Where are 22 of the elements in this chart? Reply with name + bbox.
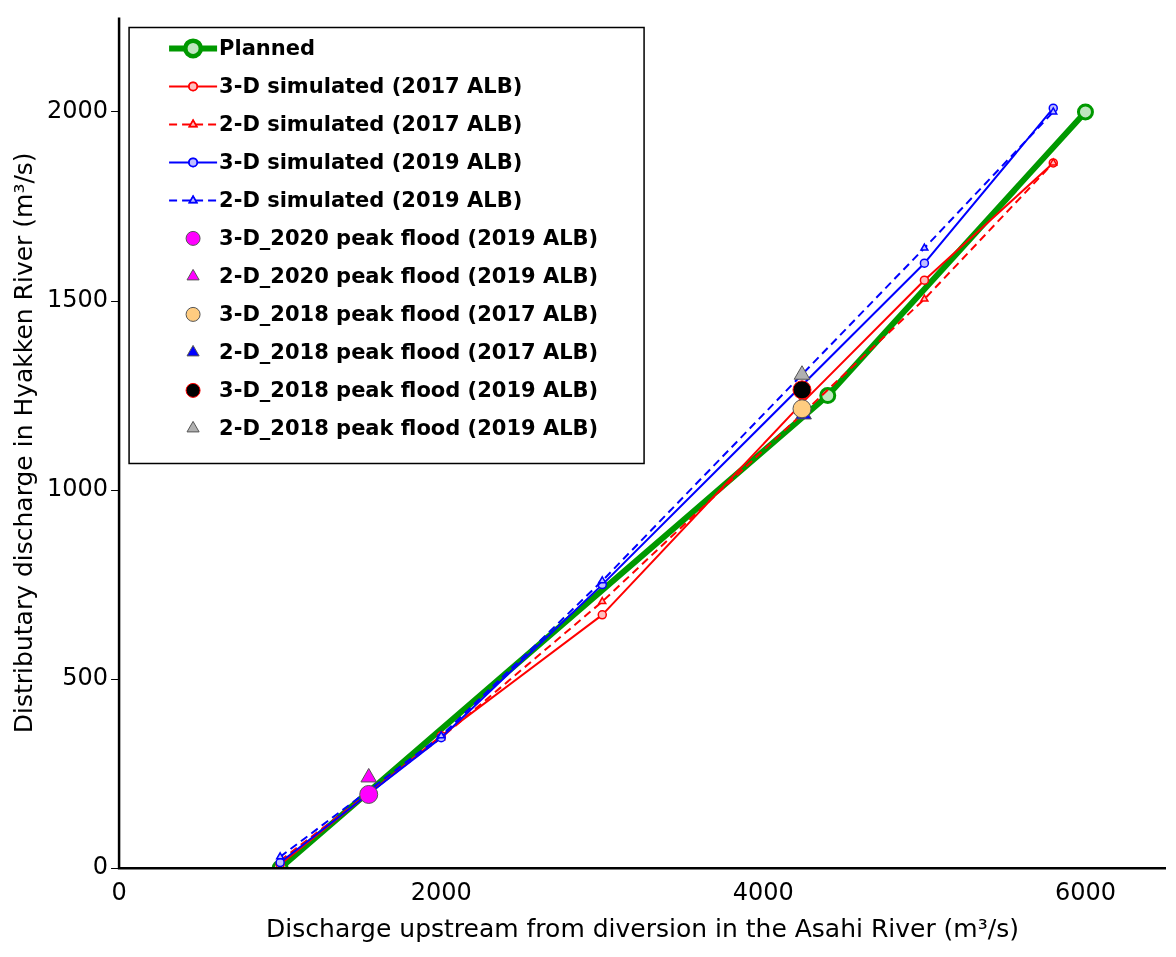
- legend-label: 3-D_2020 peak flood (2019 ALB): [219, 225, 599, 250]
- y-tick-label: 1500: [47, 285, 109, 314]
- x-tick-label: 0: [111, 877, 127, 906]
- legend-label: 3-D_2018 peak flood (2017 ALB): [219, 301, 599, 326]
- legend-label: 2-D simulated (2017 ALB): [219, 111, 523, 136]
- x-tick-label: 2000: [410, 877, 472, 906]
- legend-label: 2-D_2018 peak flood (2017 ALB): [219, 339, 599, 364]
- legend-label: 3-D simulated (2017 ALB): [219, 73, 523, 98]
- x-tick-label: 4000: [732, 877, 794, 906]
- legend-label: 3-D_2018 peak flood (2019 ALB): [219, 377, 599, 402]
- y-tick-label: 2000: [47, 96, 109, 125]
- legend-label: 2-D_2020 peak flood (2019 ALB): [219, 263, 599, 288]
- y-axis-title: Distributary discharge in Hyakken River (m³/s): [8, 152, 38, 734]
- legend-label: 3-D simulated (2019 ALB): [219, 149, 523, 174]
- legend-label: 2-D simulated (2019 ALB): [219, 187, 523, 212]
- legend-label: Planned: [219, 35, 316, 60]
- y-tick-label: 1000: [47, 474, 109, 503]
- x-tick-label: 6000: [1054, 877, 1117, 906]
- y-tick-label: 0: [92, 852, 109, 881]
- legend-label: 2-D_2018 peak flood (2019 ALB): [219, 415, 599, 440]
- y-tick-label: 500: [62, 663, 109, 692]
- x-axis-title: Discharge upstream from diversion in the Asahi River (m³/s): [266, 913, 1019, 943]
